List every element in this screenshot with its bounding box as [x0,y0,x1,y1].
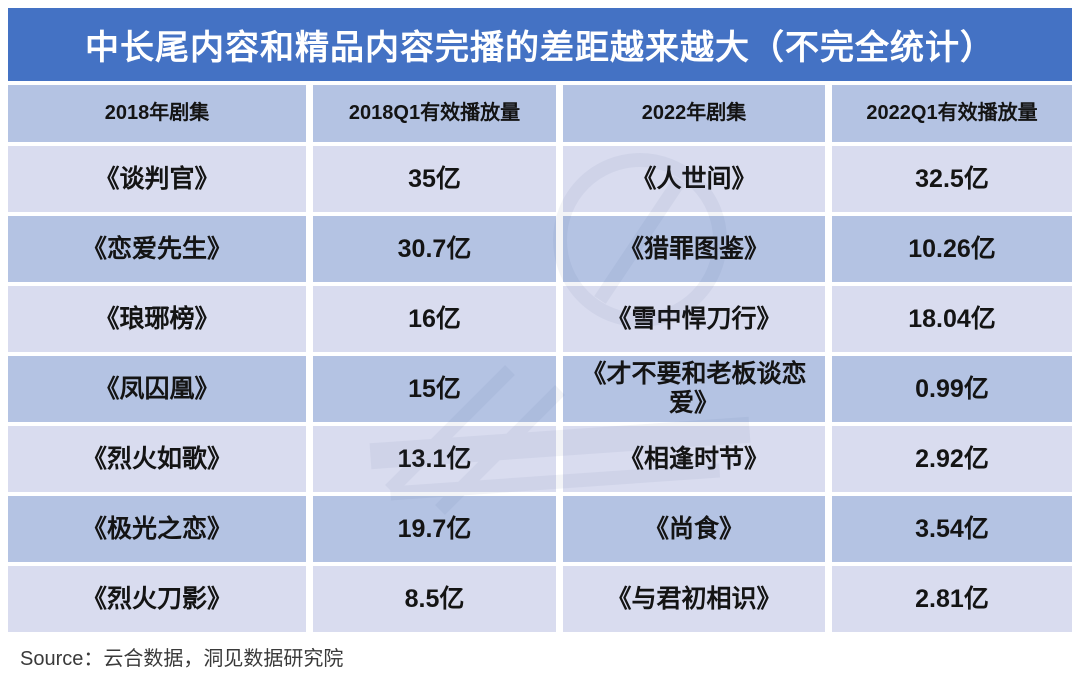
source-line: Source：云合数据，洞见数据研究院 [20,648,344,670]
table-row: 《谈判官》 35亿 《人世间》 32.5亿 [8,146,1072,212]
table-cell: 19.7亿 [313,496,556,562]
table-cell: 《才不要和老板谈恋爱》 [563,356,825,422]
table-row: 《恋爱先生》 30.7亿 《猎罪图鉴》 10.26亿 [8,216,1072,282]
table-row: 《极光之恋》 19.7亿 《尚食》 3.54亿 [8,496,1072,562]
header-cell-2022-series: 2022年剧集 [563,85,825,142]
table-row: 《凤囚凰》 15亿 《才不要和老板谈恋爱》 0.99亿 [8,356,1072,422]
table-row: 《烈火如歌》 13.1亿 《相逢时节》 2.92亿 [8,426,1072,492]
table-cell: 2.92亿 [832,426,1072,492]
table-cell: 《雪中悍刀行》 [563,286,825,352]
header-cell-2022q1-plays: 2022Q1有效播放量 [832,85,1072,142]
title-bar: 中长尾内容和精品内容完播的差距越来越大（不完全统计） [8,8,1072,81]
table-cell: 《相逢时节》 [563,426,825,492]
table-cell: 《恋爱先生》 [8,216,306,282]
table-cell: 《烈火如歌》 [8,426,306,492]
table-cell: 2.81亿 [832,566,1072,632]
table-cell: 0.99亿 [832,356,1072,422]
table-cell: 10.26亿 [832,216,1072,282]
table-cell: 30.7亿 [313,216,556,282]
table-cell: 《人世间》 [563,146,825,212]
table-cell: 18.04亿 [832,286,1072,352]
table-cell: 《尚食》 [563,496,825,562]
table-cell: 《猎罪图鉴》 [563,216,825,282]
data-table: 2018年剧集 2018Q1有效播放量 2022年剧集 2022Q1有效播放量 … [8,85,1072,636]
table-row: 《琅琊榜》 16亿 《雪中悍刀行》 18.04亿 [8,286,1072,352]
table-row: 《烈火刀影》 8.5亿 《与君初相识》 2.81亿 [8,566,1072,632]
table-cell: 16亿 [313,286,556,352]
table-cell: 32.5亿 [832,146,1072,212]
table-cell: 13.1亿 [313,426,556,492]
table-cell: 《烈火刀影》 [8,566,306,632]
table-cell: 《与君初相识》 [563,566,825,632]
table-cell: 35亿 [313,146,556,212]
page-title: 中长尾内容和精品内容完播的差距越来越大（不完全统计） [85,29,995,67]
table-cell: 3.54亿 [832,496,1072,562]
table-cell: 《琅琊榜》 [8,286,306,352]
table-cell: 《极光之恋》 [8,496,306,562]
table-cell: 8.5亿 [313,566,556,632]
header-cell-2018q1-plays: 2018Q1有效播放量 [313,85,556,142]
header-cell-2018-series: 2018年剧集 [8,85,306,142]
table-cell: 15亿 [313,356,556,422]
table-cell: 《凤囚凰》 [8,356,306,422]
table-cell: 《谈判官》 [8,146,306,212]
table-header-row: 2018年剧集 2018Q1有效播放量 2022年剧集 2022Q1有效播放量 [8,85,1072,142]
